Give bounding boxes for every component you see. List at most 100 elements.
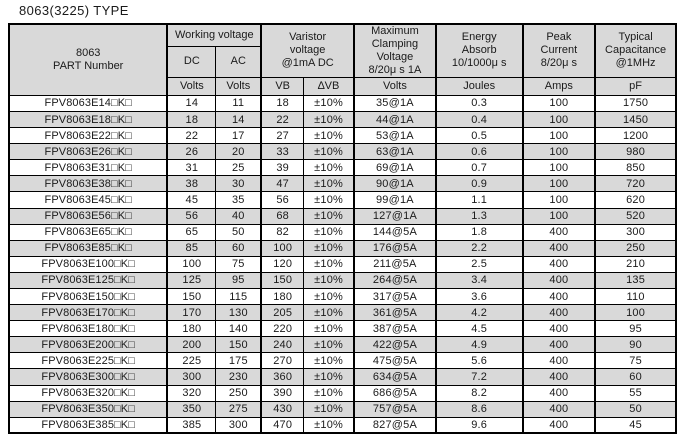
ac-volts-cell: 75: [215, 255, 262, 273]
capacitance-pf-cell: 210: [594, 255, 677, 273]
capacitance-pf-cell: 300: [594, 223, 677, 241]
capacitance-pf-cell: 620: [594, 191, 677, 209]
energy-joules-cell: 7.2: [434, 368, 524, 386]
dc-volts-cell: 85: [166, 239, 217, 257]
table-row: FPV8063E85□K□ 85 60 100 ±10% 176@5A 2.2 400 250: [8, 239, 677, 257]
dc-volts-cell: 200: [166, 336, 217, 354]
vb-volts-cell: 33: [260, 143, 305, 161]
capacitance-pf-cell: 250: [594, 239, 677, 257]
dc-volts-cell: 14: [166, 94, 217, 112]
capacitance-pf-cell: 75: [594, 352, 677, 370]
clamping-voltage-cell: 53@1A: [353, 127, 437, 145]
peak-amps-cell: 100: [521, 207, 596, 225]
delta-vb-cell: ±10%: [303, 352, 355, 370]
part-number-cell: FPV8063E18□K□: [8, 110, 168, 129]
vb-volts-cell: 68: [260, 207, 305, 225]
delta-vb-cell: ±10%: [303, 239, 355, 257]
table-row: FPV8063E170□K□ 170 130 205 ±10% 361@5A 4.2 400 1…: [8, 304, 677, 322]
delta-vb-cell: ±10%: [303, 368, 355, 386]
unit-vb: VB: [260, 76, 305, 96]
clamping-voltage-cell: 757@5A: [353, 400, 437, 418]
col-header-typical-capacitance: Typical Capacitance @1MHz: [594, 23, 677, 78]
clamping-voltage-cell: 317@5A: [353, 287, 437, 306]
dc-volts-cell: 22: [166, 127, 217, 145]
units-row: Volts Volts VB ∆VB Volts Joules Amps pF: [9, 76, 677, 96]
ac-volts-cell: 25: [215, 159, 262, 177]
peak-amps-cell: 400: [521, 287, 596, 306]
table-row: FPV8063E14□K□ 14 11 18 ±10% 35@1A 0.3 100 1750: [8, 94, 677, 112]
peak-amps-cell: 400: [521, 384, 596, 402]
energy-joules-cell: 1.3: [434, 207, 524, 225]
dc-volts-cell: 100: [166, 255, 217, 273]
peak-amps-cell: 400: [521, 239, 596, 257]
clamping-voltage-cell: 387@5A: [353, 320, 437, 338]
part-number-cell: FPV8063E38□K□: [8, 175, 168, 193]
clamping-voltage-cell: 44@1A: [353, 110, 437, 129]
col-header-varistor-voltage: Varistor voltage @1mA DC: [260, 23, 355, 78]
clamping-voltage-cell: 264@5A: [353, 271, 437, 290]
peak-amps-cell: 400: [521, 320, 596, 338]
energy-joules-cell: 0.7: [434, 159, 524, 177]
part-number-cell: FPV8063E385□K□: [8, 416, 168, 434]
col-header-dc: DC: [166, 46, 217, 78]
capacitance-pf-cell: 850: [594, 159, 677, 177]
varistor-spec-table: 8063 PART Number Working voltage Varisto…: [8, 23, 677, 435]
energy-joules-cell: 4.2: [434, 304, 524, 322]
unit-ac-volts: Volts: [215, 76, 262, 96]
vb-volts-cell: 82: [260, 223, 305, 241]
peak-amps-cell: 100: [521, 159, 596, 177]
vb-volts-cell: 27: [260, 127, 305, 145]
dc-volts-cell: 385: [166, 416, 217, 434]
dc-volts-cell: 31: [166, 159, 217, 177]
page-title: 8063(3225) TYPE: [19, 3, 129, 18]
capacitance-pf-cell: 520: [594, 207, 677, 225]
energy-joules-cell: 1.8: [434, 223, 524, 241]
delta-vb-cell: ±10%: [303, 191, 355, 209]
table-row: FPV8063E56□K□ 56 40 68 ±10% 127@1A 1.3 100 520: [8, 207, 677, 225]
vb-volts-cell: 360: [260, 368, 305, 386]
unit-dc-volts: Volts: [166, 76, 217, 96]
table-row: FPV8063E100□K□ 100 75 120 ±10% 211@5A 2.5 400 21…: [8, 255, 677, 273]
delta-vb-cell: ±10%: [303, 384, 355, 402]
clamping-voltage-cell: 475@5A: [353, 352, 437, 370]
capacitance-pf-cell: 45: [594, 416, 677, 434]
capacitance-pf-cell: 60: [594, 368, 677, 386]
ac-volts-cell: 95: [215, 271, 262, 290]
peak-amps-cell: 400: [521, 336, 596, 354]
peak-amps-cell: 100: [521, 110, 596, 129]
vb-volts-cell: 47: [260, 175, 305, 193]
vb-volts-cell: 205: [260, 304, 305, 322]
vb-volts-cell: 220: [260, 320, 305, 338]
energy-joules-cell: 0.9: [434, 175, 524, 193]
vb-volts-cell: 39: [260, 159, 305, 177]
clamping-voltage-cell: 69@1A: [353, 159, 437, 177]
ac-volts-cell: 30: [215, 175, 262, 193]
part-number-cell: FPV8063E200□K□: [8, 336, 168, 354]
part-number-cell: FPV8063E31□K□: [8, 159, 168, 177]
part-number-cell: FPV8063E350□K□: [8, 400, 168, 418]
dc-volts-cell: 350: [166, 400, 217, 418]
clamping-voltage-cell: 634@5A: [353, 368, 437, 386]
ac-volts-cell: 11: [215, 94, 262, 112]
ac-volts-cell: 17: [215, 127, 262, 145]
clamping-voltage-cell: 90@1A: [353, 175, 437, 193]
delta-vb-cell: ±10%: [303, 159, 355, 177]
ac-volts-cell: 20: [215, 143, 262, 161]
unit-joules: Joules: [434, 76, 524, 96]
delta-vb-cell: ±10%: [303, 127, 355, 145]
dc-volts-cell: 38: [166, 175, 217, 193]
table-row: FPV8063E150□K□ 150 115 180 ±10% 317@5A 3.6 400 1…: [8, 287, 677, 306]
peak-amps-cell: 100: [521, 175, 596, 193]
energy-joules-cell: 0.5: [434, 127, 524, 145]
ac-volts-cell: 115: [215, 287, 262, 306]
energy-joules-cell: 8.2: [434, 384, 524, 402]
vb-volts-cell: 180: [260, 287, 305, 306]
ac-volts-cell: 140: [215, 320, 262, 338]
ac-volts-cell: 14: [215, 110, 262, 129]
ac-volts-cell: 130: [215, 304, 262, 322]
dc-volts-cell: 225: [166, 352, 217, 370]
energy-joules-cell: 0.3: [434, 94, 524, 112]
vb-volts-cell: 120: [260, 255, 305, 273]
delta-vb-cell: ±10%: [303, 320, 355, 338]
part-number-cell: FPV8063E225□K□: [8, 352, 168, 370]
